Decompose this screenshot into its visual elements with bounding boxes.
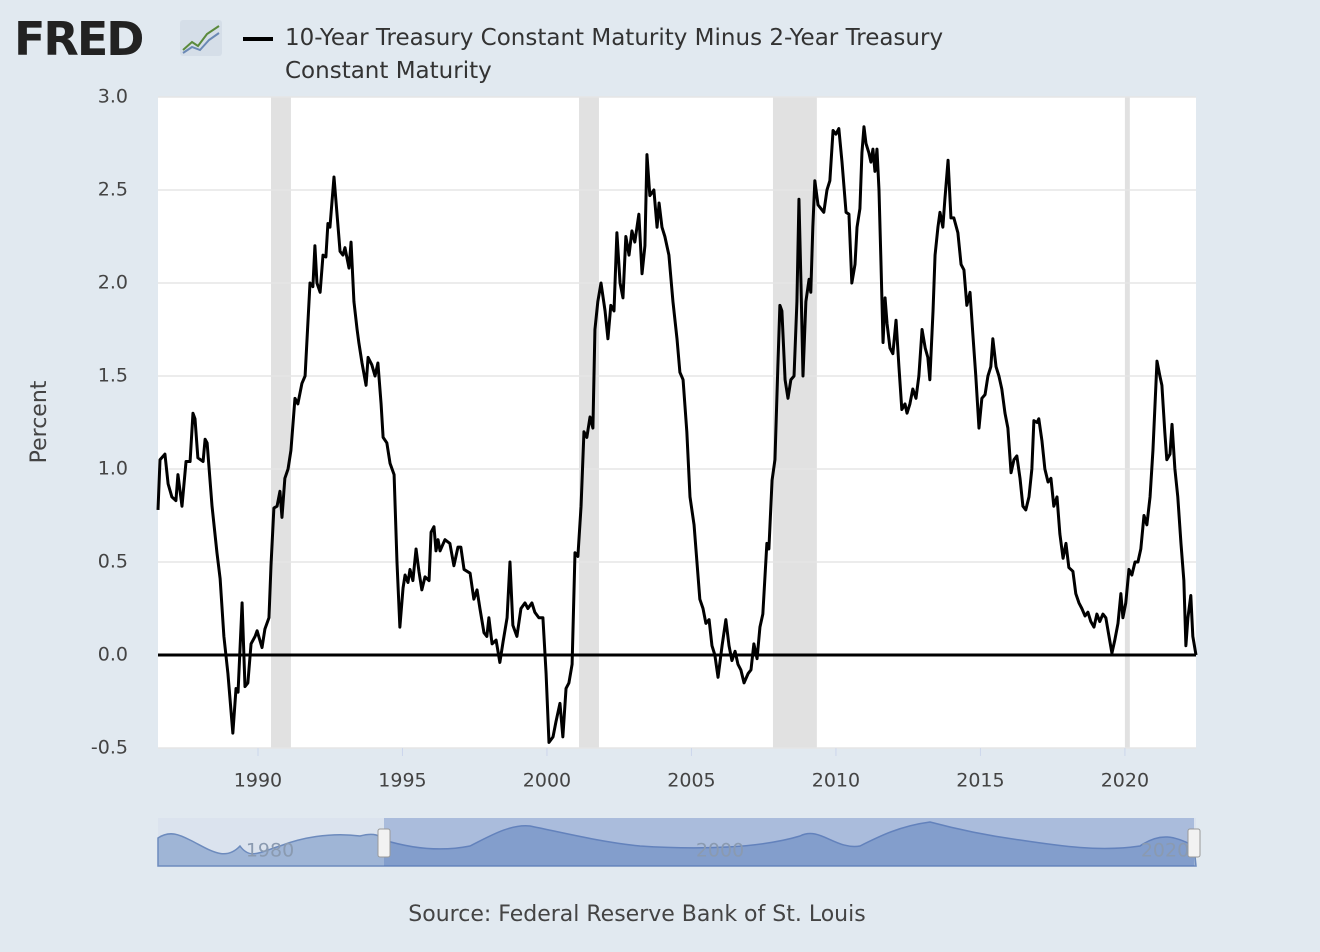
source: Source: Federal Reserve Bank of St. Loui… (408, 902, 865, 927)
y-tick-label: 0.5 (98, 551, 128, 573)
y-tick-label: 1.0 (98, 458, 128, 480)
y-tick-label: -0.5 (91, 737, 128, 759)
navigator-handle[interactable] (377, 828, 391, 858)
logo: FRED (14, 12, 144, 66)
y-tick-label: 2.5 (98, 179, 128, 201)
navigator-label: 2000 (696, 840, 744, 862)
y-tick-label: 0.0 (98, 644, 128, 666)
x-tick-label: 2020 (1101, 770, 1149, 792)
navigator-handle[interactable] (1187, 828, 1201, 858)
legend-label: 10-Year Treasury Constant Maturity Minus… (285, 25, 944, 84)
y-tick-label: 2.0 (98, 272, 128, 294)
x-tick-label: 2005 (667, 770, 715, 792)
recession-band (772, 97, 817, 748)
legend-swatch (243, 37, 273, 41)
y-tick-label: 1.5 (98, 365, 128, 387)
navigator-area (157, 821, 1197, 867)
x-tick-label: 1990 (234, 770, 282, 792)
logo-icon (180, 20, 222, 56)
y-axis-label: Percent (27, 380, 52, 463)
navigator: 1980 2000 2020 (157, 818, 1201, 867)
x-tick-label: 2000 (523, 770, 571, 792)
navigator-selection[interactable] (384, 818, 1194, 866)
x-tick-label: 2015 (956, 770, 1004, 792)
navigator-label: 1980 (246, 840, 294, 862)
x-tick-label: 1995 (378, 770, 426, 792)
series-line (156, 125, 1198, 744)
navigator-label: 2020 (1141, 840, 1189, 862)
y-tick-label: 3.0 (98, 86, 128, 108)
recession-band (1124, 97, 1130, 748)
recession-band (270, 97, 291, 748)
x-tick-label: 2010 (812, 770, 860, 792)
